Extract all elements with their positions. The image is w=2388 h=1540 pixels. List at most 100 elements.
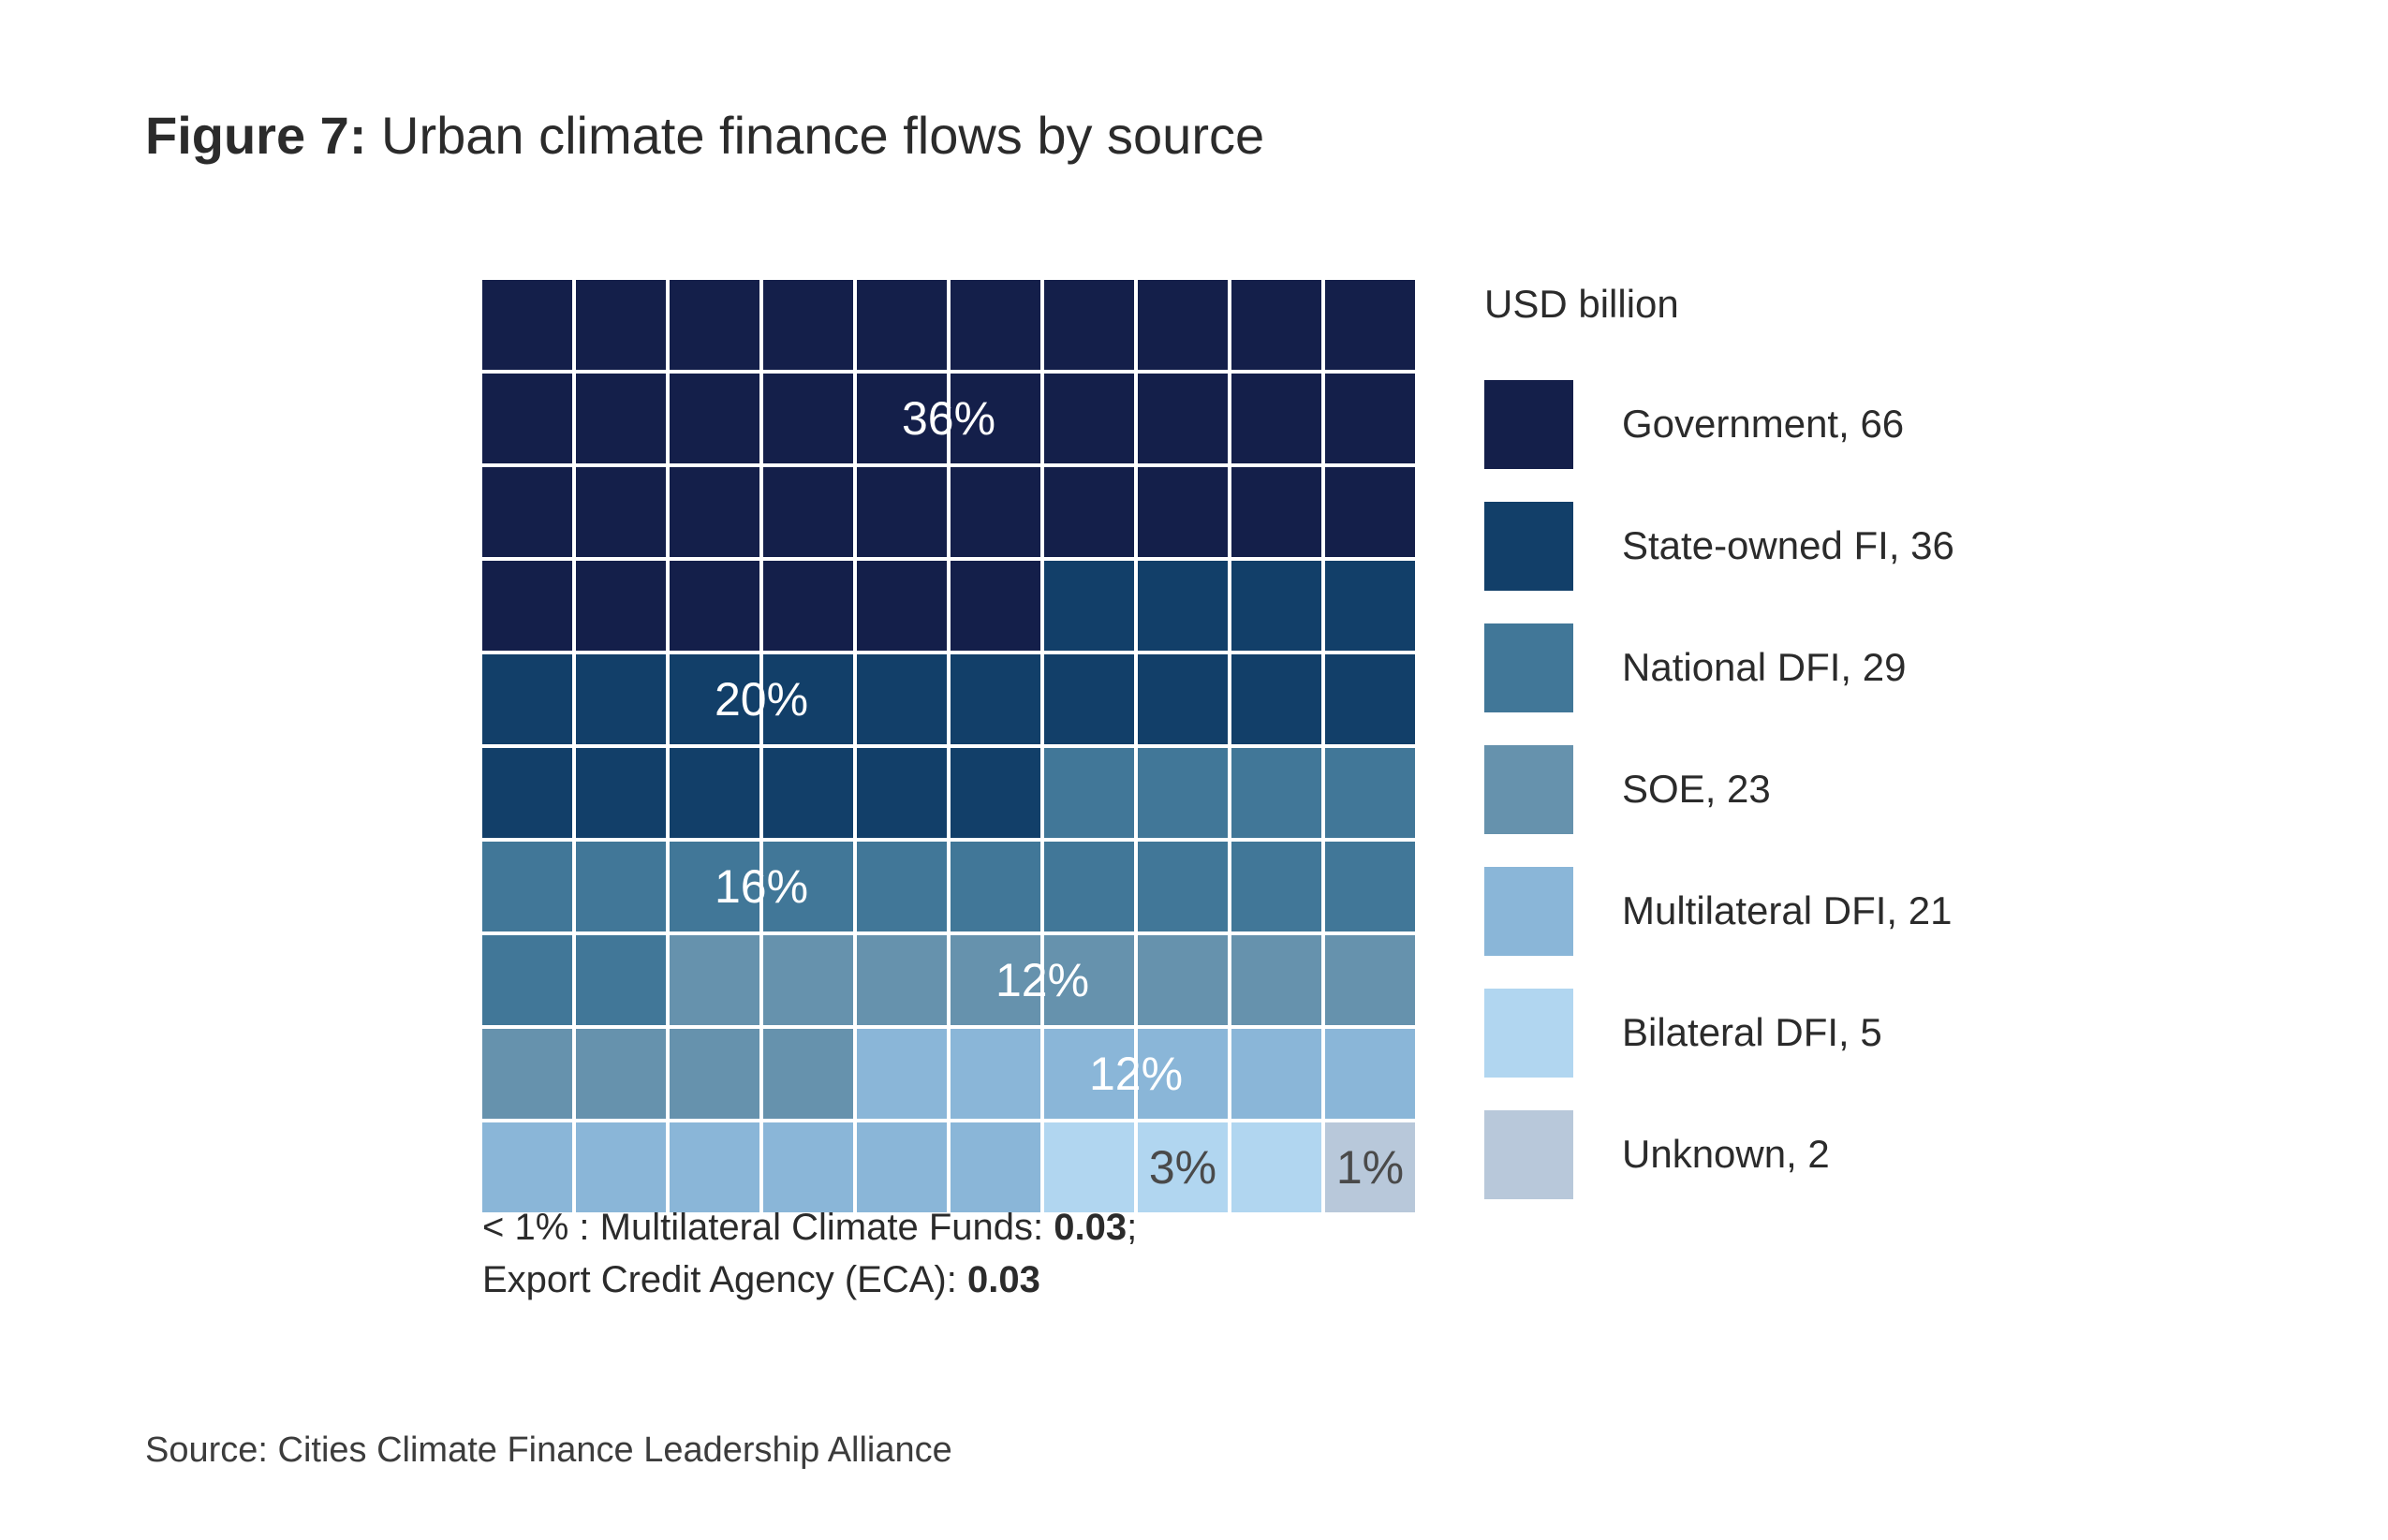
waffle-square [1138, 467, 1228, 557]
legend-swatch [1484, 744, 1573, 834]
footnote-climate-funds-label: < 1% : Multilateral Climate Funds: [482, 1207, 1054, 1248]
waffle-square [857, 748, 947, 838]
waffle-square [1044, 935, 1134, 1025]
waffle-square [1138, 1029, 1228, 1119]
footnote-eca-value: 0.03 [966, 1259, 1040, 1300]
waffle-square [1325, 561, 1415, 651]
waffle-square [576, 935, 666, 1025]
waffle-square [670, 467, 759, 557]
waffle-square [576, 1122, 666, 1212]
legend-label: Bilateral DFI, 5 [1622, 1010, 1882, 1054]
waffle-square [951, 374, 1040, 463]
legend-item: Multilateral DFI, 21 [1484, 850, 2233, 972]
legend-swatch [1484, 623, 1573, 712]
legend-item: National DFI, 29 [1484, 607, 2233, 728]
waffle-square [1325, 280, 1415, 370]
footnote-climate-funds-value: 0.03 [1054, 1207, 1128, 1248]
waffle-square [1325, 374, 1415, 463]
source-note: Source: Cities Climate Finance Leadershi… [145, 1430, 952, 1470]
waffle-square [857, 1029, 947, 1119]
footnote-eca-label: Export Credit Agency (ECA): [482, 1259, 967, 1300]
waffle-square [482, 748, 572, 838]
legend-label: SOE, 23 [1622, 767, 1771, 811]
waffle-square [857, 1122, 947, 1212]
waffle-square [1325, 1029, 1415, 1119]
legend-item: Bilateral DFI, 5 [1484, 972, 2233, 1093]
footnote: < 1% : Multilateral Climate Funds: 0.03;… [482, 1201, 1137, 1306]
waffle-square [857, 842, 947, 931]
waffle-square [482, 374, 572, 463]
waffle-square [1044, 842, 1134, 931]
waffle-square [576, 374, 666, 463]
waffle-square [1044, 1029, 1134, 1119]
waffle-square [951, 561, 1040, 651]
legend-items: Government, 66 State-owned FI, 36 National… [1484, 363, 2233, 1215]
waffle-square [951, 1029, 1040, 1119]
waffle-square [951, 842, 1040, 931]
waffle-square [1231, 842, 1321, 931]
waffle-square [1231, 654, 1321, 744]
waffle-square [670, 842, 759, 931]
waffle-square [1138, 1122, 1228, 1212]
waffle-square [1231, 935, 1321, 1025]
footnote-line-1: < 1% : Multilateral Climate Funds: 0.03; [482, 1201, 1137, 1254]
waffle-square [1044, 654, 1134, 744]
waffle-square [763, 935, 853, 1025]
waffle-square [482, 654, 572, 744]
waffle-square [951, 748, 1040, 838]
waffle-square [857, 280, 947, 370]
waffle-square [576, 654, 666, 744]
waffle-square [951, 467, 1040, 557]
legend-swatch [1484, 501, 1573, 591]
waffle-square [670, 935, 759, 1025]
share-label: 1% [1336, 1141, 1404, 1194]
waffle-square [670, 748, 759, 838]
waffle-square [576, 467, 666, 557]
share-label: 12% [1089, 1048, 1183, 1100]
share-label: 3% [1149, 1141, 1216, 1194]
waffle-square [482, 280, 572, 370]
waffle-square [1044, 748, 1134, 838]
waffle-square [482, 467, 572, 557]
legend-label: Multilateral DFI, 21 [1622, 888, 1953, 932]
legend-item: SOE, 23 [1484, 728, 2233, 850]
figure-title: Figure 7: Urban climate finance flows by… [145, 105, 1264, 166]
waffle-square [951, 280, 1040, 370]
waffle-square [1325, 1122, 1415, 1212]
share-label: 20% [715, 673, 808, 726]
figure-title-text: Urban climate finance flows by source [381, 106, 1265, 165]
waffle-square [1231, 1029, 1321, 1119]
waffle-square [1325, 935, 1415, 1025]
waffle-square [1231, 374, 1321, 463]
waffle-square [763, 1122, 853, 1212]
waffle-square [576, 842, 666, 931]
legend-swatch [1484, 379, 1573, 469]
waffle-square [576, 1029, 666, 1119]
waffle-square [576, 748, 666, 838]
waffle-square [670, 654, 759, 744]
waffle-square [1138, 842, 1228, 931]
legend-label: National DFI, 29 [1622, 645, 1907, 689]
waffle-square [1325, 842, 1415, 931]
waffle-square [1231, 467, 1321, 557]
waffle-square [576, 280, 666, 370]
waffle-square [1044, 467, 1134, 557]
legend-label: Government, 66 [1622, 402, 1905, 446]
legend-swatch [1484, 1109, 1573, 1199]
share-label: 12% [995, 954, 1089, 1006]
waffle-square [763, 654, 853, 744]
legend-label: State-owned FI, 36 [1622, 523, 1954, 567]
waffle-square [1231, 1122, 1321, 1212]
waffle-square [670, 561, 759, 651]
waffle-square [857, 374, 947, 463]
waffle-square [857, 467, 947, 557]
waffle-square [1325, 467, 1415, 557]
waffle-square [763, 561, 853, 651]
waffle-square [670, 374, 759, 463]
legend-item: Government, 66 [1484, 363, 2233, 485]
waffle-square [1231, 748, 1321, 838]
share-label: 36% [902, 392, 995, 445]
waffle-square [482, 1029, 572, 1119]
waffle-square [857, 654, 947, 744]
waffle-square [1138, 561, 1228, 651]
